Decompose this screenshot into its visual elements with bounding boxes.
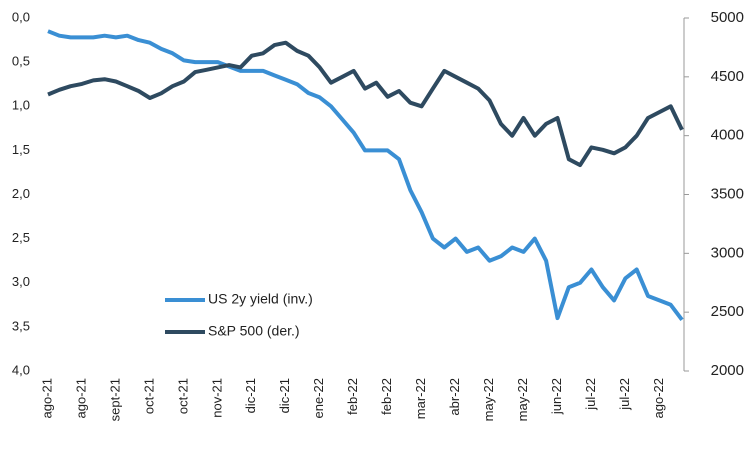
y2-tick-label: 2000 <box>711 362 744 379</box>
y2-tick-label: 3500 <box>711 185 744 202</box>
y-tick-label: 1,5 <box>12 142 30 157</box>
legend-label: S&P 500 (der.) <box>208 323 300 339</box>
y-tick-label: 1,0 <box>12 98 30 113</box>
legend-label: US 2y yield (inv.) <box>208 291 313 307</box>
x-tick-label: nov-21 <box>209 378 224 418</box>
series-line <box>47 40 684 168</box>
y-tick-label: 2,5 <box>12 230 30 245</box>
y-tick-label: 0,5 <box>12 54 30 69</box>
y2-tick-label: 4500 <box>711 68 744 85</box>
y2-tick-label: 2500 <box>711 303 744 320</box>
y-tick-label: 3,0 <box>12 274 30 289</box>
x-tick-label: ago-21 <box>39 378 54 418</box>
x-tick-label: jun-22 <box>549 378 564 415</box>
x-tick-label: ene-22 <box>311 378 326 418</box>
x-tick-label: jul-22 <box>617 378 632 411</box>
x-tick-label: sept-21 <box>107 378 122 421</box>
x-tick-label: may-22 <box>481 378 496 421</box>
y2-tick-label: 3000 <box>711 244 744 261</box>
x-tick-label: feb-22 <box>379 378 394 415</box>
y2-tick-label: 5000 <box>711 9 744 26</box>
x-tick-label: oct-21 <box>175 378 190 414</box>
x-tick-label: dic-21 <box>277 378 292 413</box>
x-tick-label: may-22 <box>515 378 530 421</box>
y-tick-label: 4,0 <box>12 362 30 377</box>
y-tick-label: 3,5 <box>12 318 30 333</box>
x-tick-label: ago-22 <box>651 378 666 418</box>
x-tick-label: dic-21 <box>243 378 258 413</box>
x-tick-label: jul-22 <box>583 378 598 411</box>
x-tick-label: ago-21 <box>73 378 88 418</box>
x-tick-label: oct-21 <box>141 378 156 414</box>
y-tick-label: 2,0 <box>12 186 30 201</box>
series-line <box>47 29 684 322</box>
y-tick-label: 0,0 <box>12 9 30 24</box>
x-tick-label: feb-22 <box>345 378 360 415</box>
x-tick-label: mar-22 <box>413 378 428 419</box>
x-tick-label: abr-22 <box>447 378 462 416</box>
y2-tick-label: 4000 <box>711 127 744 144</box>
